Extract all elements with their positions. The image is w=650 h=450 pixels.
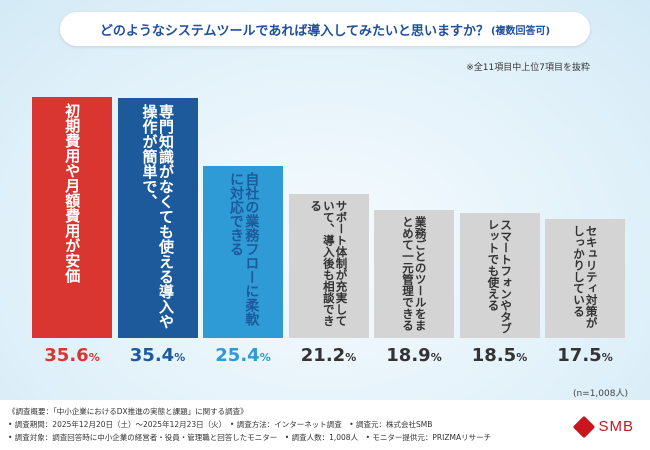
value-label-3: 25.4% [203,345,283,366]
value-number-3: 25.4 [215,345,260,366]
value-label-1: 35.6% [32,345,112,366]
footer-line-3: • 調査対象：調査回答時に中小企業の経営者・役員・管理職と回答したモニター • … [8,433,492,442]
footer-line-1: 《調査概要：「中小企業におけるDX推進の実態と課題」に関する調査》 [8,407,248,416]
footer: 《調査概要：「中小企業におけるDX推進の実態と課題」に関する調査》 • 調査期間… [0,400,650,450]
footer-line-2: • 調査期間：2025年12月20日（土）〜2025年12月23日（火） • 調… [8,420,433,429]
bar-label-5: 業務ごとのツールをまとめて一元管理できる [401,215,428,331]
sample-size-note: (n=1,008人) [572,389,628,399]
value-number-7: 17.5 [557,345,602,366]
value-unit-4: % [345,351,357,364]
value-number-1: 35.6 [44,345,89,366]
bar-5: 業務ごとのツールをまとめて一元管理できる [374,209,454,338]
note-text: ※全11項目中上位7項目を抜粋 [466,63,590,73]
value-unit-2: % [174,351,186,364]
value-label-6: 18.5% [460,345,540,366]
bar-label-3: 自社の業務フローに柔軟に対応できる [228,171,260,326]
bar-label-6: スマートフォンやタブレットでも使える [486,218,514,334]
value-number-6: 18.5 [471,345,517,366]
smb-logo-icon [573,415,596,438]
value-label-5: 18.9% [374,345,454,366]
value-label-2: 35.4% [118,345,198,366]
bar-1: 初期費用や月額費用が安価 [32,96,112,338]
value-label-4: 21.2% [289,345,369,366]
bar-2: 専門知識がなくても使える導入や操作が簡単で、 [117,97,198,338]
value-label-7: 17.5% [545,345,625,366]
chart-title: どのようなシステムツールであれば導入してみたいと思いますか？ [99,23,489,39]
value-number-5: 18.9 [386,345,431,366]
value-unit-3: % [259,351,271,364]
bar-label-2: 専門知識がなくても使える導入や操作が簡単で、 [140,103,176,329]
chart-title-sub: (複数回答可) [490,25,551,37]
bar-7: セキュリティ対策がしっかりしている [545,219,625,338]
smb-logo: SMB [573,415,634,438]
bar-label-7: セキュリティ対策がしっかりしている [572,225,599,329]
bar-label-1: 初期費用や月額費用が安価 [63,102,82,283]
value-unit-7: % [601,351,613,364]
value-number-2: 35.4 [129,345,175,366]
value-unit-1: % [88,351,100,364]
bar-label-4: サポート体制が充実していて、導入後も相談できる [309,200,349,327]
smb-logo-text: SMB [598,418,634,435]
title-box: どのようなシステムツールであれば導入してみたいと思いますか？ (複数回答可) [60,12,590,46]
value-unit-5: % [430,351,442,364]
bar-4: サポート体制が充実していて、導入後も相談できる [288,194,369,338]
bar-3: 自社の業務フローに柔軟に対応できる [203,165,283,338]
bar-chart: 初期費用や月額費用が安価 35.6% 専門知識がなくても使える導入や操作が簡単で、 3… [32,96,625,366]
value-number-4: 21.2 [300,345,346,366]
bar-6: スマートフォンやタブレットでも使える [459,212,540,338]
value-unit-6: % [516,351,528,364]
